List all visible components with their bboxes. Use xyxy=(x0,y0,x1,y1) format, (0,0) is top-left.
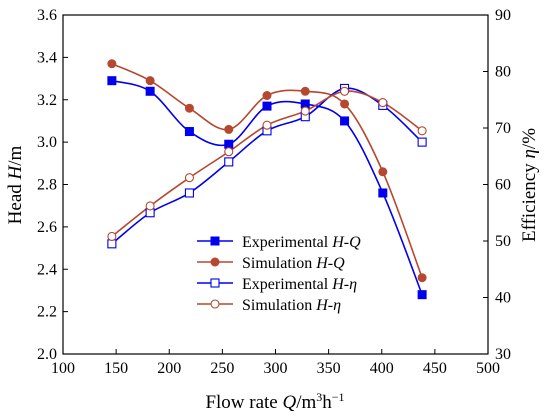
x-tick-label: 400 xyxy=(370,360,394,377)
data-point-series-0 xyxy=(378,188,388,198)
data-point-series-1 xyxy=(145,76,155,86)
data-point-series-0 xyxy=(417,290,427,300)
y-left-tick-label: 3.0 xyxy=(37,134,57,151)
y-left-tick-label: 3.4 xyxy=(37,49,57,66)
x-tick-label: 100 xyxy=(51,360,75,377)
data-point-series-1 xyxy=(378,167,388,177)
legend-entry: Simulation H-η xyxy=(242,297,341,314)
y-right-tick-label: 80 xyxy=(495,64,511,81)
data-point-series-3 xyxy=(184,173,194,183)
legend-marker xyxy=(210,278,220,288)
x-tick-label: 250 xyxy=(210,360,234,377)
data-point-series-3 xyxy=(145,201,155,211)
y-left-tick-label: 2.4 xyxy=(37,261,57,278)
data-point-series-0 xyxy=(107,76,117,86)
series-line-3 xyxy=(111,90,423,238)
data-point-series-0 xyxy=(145,86,155,96)
data-point-series-1 xyxy=(184,103,194,113)
legend-marker xyxy=(210,299,220,309)
data-point-series-1 xyxy=(340,99,350,109)
y-left-tick-label: 3.2 xyxy=(37,92,57,109)
legend-marker xyxy=(210,257,220,267)
data-point-series-3 xyxy=(300,106,310,116)
legend: Experimental H-Q Simulation H-Q Experiment… xyxy=(197,234,361,314)
x-tick-label: 350 xyxy=(317,360,341,377)
y-left-tick-label: 2.8 xyxy=(37,177,57,194)
data-point-series-1 xyxy=(262,91,272,101)
data-point-series-3 xyxy=(224,147,234,157)
y-right-tick-label: 60 xyxy=(495,177,511,194)
data-point-series-3 xyxy=(378,98,388,108)
y-right-tick-label: 40 xyxy=(495,290,511,307)
data-point-series-0 xyxy=(340,116,350,126)
legend-marker xyxy=(210,236,220,246)
x-tick-label: 500 xyxy=(476,360,500,377)
y-left-tick-label: 3.6 xyxy=(37,7,57,24)
data-point-series-2 xyxy=(417,137,427,147)
data-point-series-0 xyxy=(224,139,234,149)
data-point-series-3 xyxy=(107,231,117,242)
y-left-tick-label: 2.0 xyxy=(37,346,57,363)
data-point-series-2 xyxy=(224,157,234,167)
x-tick-label: 200 xyxy=(157,360,181,377)
data-point-series-3 xyxy=(340,86,350,96)
data-point-series-2 xyxy=(184,188,194,198)
x-axis-label: Flow rate Q/m3h−1 xyxy=(205,390,344,413)
axis-ticks: 100 150 200 250 300 350 400 450 500 2.0 2.2 2.4 2.6 2… xyxy=(37,7,511,377)
y-left-tick-label: 2.6 xyxy=(37,219,57,236)
x-tick-label: 450 xyxy=(423,360,447,377)
y-right-tick-label: 70 xyxy=(495,120,511,137)
y-axis-left-label: Head H/m xyxy=(5,145,26,224)
data-point-series-3 xyxy=(417,126,427,136)
y-left-tick-label: 2.2 xyxy=(37,304,57,321)
series-markers xyxy=(107,59,427,300)
data-point-series-1 xyxy=(107,59,117,69)
data-point-series-1 xyxy=(300,86,310,96)
legend-entry: Simulation H-Q xyxy=(242,255,345,272)
data-point-series-3 xyxy=(262,120,272,130)
data-point-series-1 xyxy=(417,273,427,283)
y-right-tick-label: 90 xyxy=(495,7,511,24)
legend-entry: Experimental H-η xyxy=(242,276,357,293)
legend-entry: Experimental H-Q xyxy=(242,234,361,251)
x-tick-label: 150 xyxy=(104,360,128,377)
y-right-tick-label: 30 xyxy=(495,346,511,363)
y-right-tick-label: 50 xyxy=(495,233,511,250)
data-point-series-0 xyxy=(184,127,194,137)
series-line-2 xyxy=(111,87,423,245)
data-point-series-0 xyxy=(262,101,272,111)
y-axis-right-label: Efficiency η/% xyxy=(519,128,540,242)
x-tick-label: 300 xyxy=(264,360,288,377)
data-point-series-1 xyxy=(224,124,234,134)
